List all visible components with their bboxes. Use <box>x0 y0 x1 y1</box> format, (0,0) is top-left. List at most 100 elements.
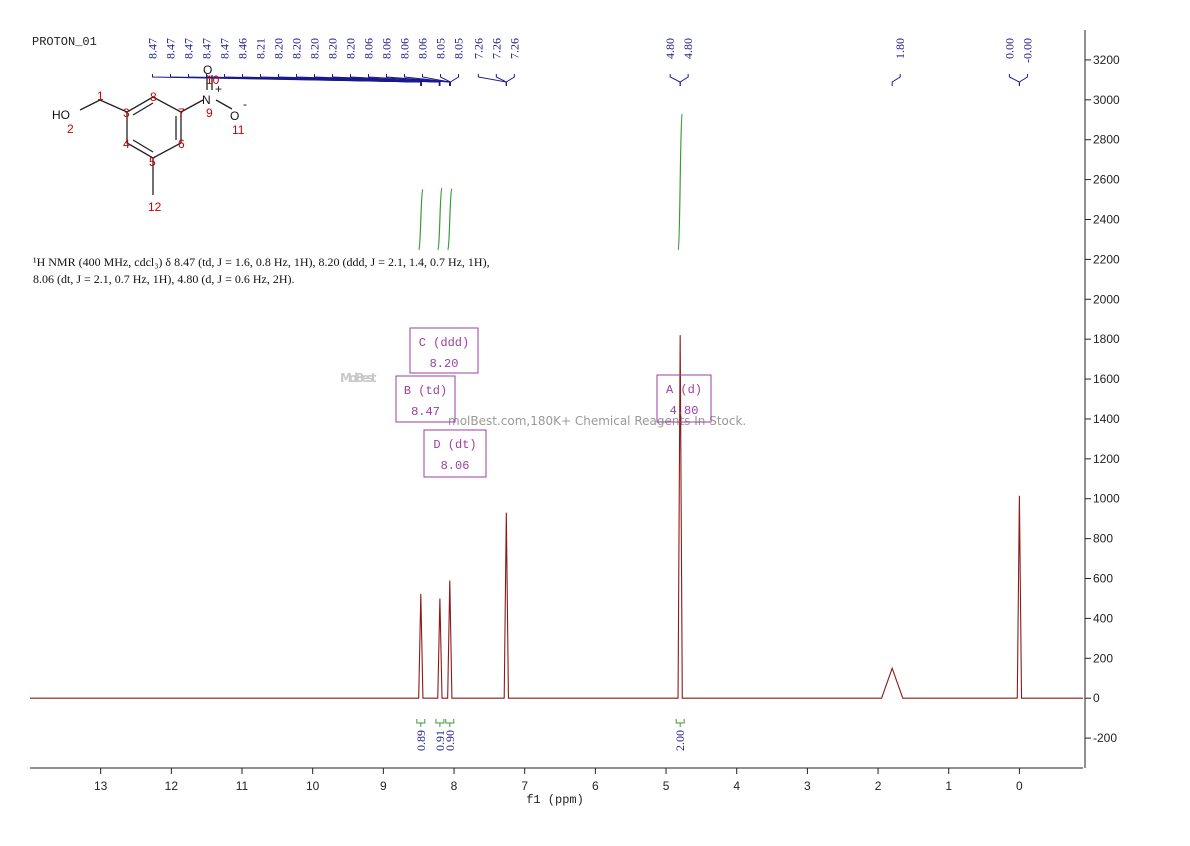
peak-label: 8.05 <box>433 38 447 59</box>
peak-connector <box>1018 74 1028 86</box>
y-tick-label: 2600 <box>1093 173 1120 187</box>
peak-labels: 8.47 8.47 8.47 8.47 8.47 8.46 8.21 8.20 8.20 8.20… <box>145 38 1034 86</box>
peak-label: 1.80 <box>893 38 907 59</box>
description-line: 8.06 (dt, J = 2.1, 0.7 Hz, 1H), 4.80 (d,… <box>33 272 295 286</box>
molecule-bonds <box>79 75 233 195</box>
peak-label: 8.47 <box>217 38 231 59</box>
multiplet-shift: 8.20 <box>430 357 459 371</box>
integral-curve <box>677 113 683 251</box>
y-tick-label: 600 <box>1093 572 1113 586</box>
bond <box>132 139 154 153</box>
peak-label: 7.26 <box>471 38 485 59</box>
peak-label: 8.06 <box>361 38 375 59</box>
y-tick-label: 400 <box>1093 611 1113 625</box>
peak-label: 8.21 <box>253 38 267 59</box>
description-line: ¹H NMR (400 MHz, cdcl₃) δ 8.47 (td, J = … <box>33 255 490 269</box>
y-tick-label: 200 <box>1093 651 1113 665</box>
x-tick-label: 7 <box>521 779 528 793</box>
peak-connector <box>449 74 459 86</box>
multiplet-shift: 4.80 <box>670 404 699 418</box>
peak-connector <box>891 74 901 86</box>
peak-label: 8.06 <box>415 38 429 59</box>
integral-curve <box>437 187 443 251</box>
peak-connector <box>505 74 515 86</box>
peak-label: 8.20 <box>271 38 285 59</box>
x-tick-label: 4 <box>733 779 740 793</box>
y-tick-label: 1000 <box>1093 492 1120 506</box>
multiplet-shift: 8.06 <box>441 459 470 473</box>
x-tick-label: 2 <box>875 779 882 793</box>
bond <box>132 102 154 116</box>
multiplet-box <box>395 375 456 423</box>
atom-label: 1 <box>97 89 104 103</box>
x-axis-label: f1 (ppm) <box>526 793 584 807</box>
integral-label: 0.90 <box>443 730 457 751</box>
multiplet-name: B (td) <box>404 384 447 398</box>
y-tick-label: 0 <box>1093 691 1100 705</box>
integral-label: 0.91 <box>433 730 447 751</box>
x-tick-label: 1 <box>945 779 952 793</box>
atom-label: 7 <box>178 106 185 120</box>
integral-bracket <box>435 719 445 727</box>
peak-label: -0.00 <box>1020 38 1034 63</box>
atom-label: 8 <box>150 90 157 104</box>
chart-title: PROTON_01 <box>32 35 97 49</box>
peak-label: 8.20 <box>343 38 357 59</box>
atom-label: O <box>203 63 212 77</box>
y-tick-label: 2800 <box>1093 133 1120 147</box>
ring <box>126 96 182 159</box>
x-tick-label: 8 <box>451 779 458 793</box>
y-tick-label: 2200 <box>1093 252 1120 266</box>
x-tick-label: 13 <box>94 779 108 793</box>
atom-label: 9 <box>206 106 213 120</box>
peak-label: 8.47 <box>145 38 159 59</box>
x-tick-label: 6 <box>592 779 599 793</box>
multiplet-name: D (dt) <box>433 438 476 452</box>
multiplet-box <box>656 374 712 423</box>
y-tick-label: 1600 <box>1093 372 1120 386</box>
y-tick-label: 2000 <box>1093 292 1120 306</box>
peak-label: 8.06 <box>397 38 411 59</box>
y-tick-label: 1800 <box>1093 332 1120 346</box>
y-tick-label: 3200 <box>1093 53 1120 67</box>
integral-bracket <box>675 719 685 727</box>
x-tick-label: 11 <box>236 779 249 793</box>
x-tick-label: 5 <box>663 779 670 793</box>
peak-label: 7.26 <box>489 38 503 59</box>
atom-label: N <box>202 93 211 107</box>
atom-label: 10 <box>206 73 220 87</box>
integral-bracket <box>445 719 455 727</box>
atom-label: 2 <box>67 122 74 136</box>
multiplet-box <box>423 429 487 478</box>
y-tick-label: 800 <box>1093 532 1113 546</box>
peak-label: 8.05 <box>451 38 465 59</box>
spectrum-line <box>30 335 1083 699</box>
x-tick-label: 0 <box>1016 779 1023 793</box>
x-tick-label: 9 <box>380 779 387 793</box>
integral-label: 2.00 <box>673 730 687 751</box>
peak-label: 8.20 <box>289 38 303 59</box>
atom-label: 6 <box>178 137 185 151</box>
peak-label: 0.00 <box>1002 38 1016 59</box>
peak-label: 4.80 <box>663 38 677 59</box>
peak-label: 8.47 <box>163 38 177 59</box>
atom-label: 11 <box>232 123 245 137</box>
atom-label: 12 <box>148 200 162 214</box>
y-tick-label: 1400 <box>1093 412 1120 426</box>
atom-label: 3 <box>123 106 130 120</box>
integral-label: 0.89 <box>414 730 428 751</box>
atom-label: O <box>230 109 239 123</box>
watermark-tagline: molBest.com,180K+ Chemical Reagents In S… <box>448 414 746 428</box>
x-tick-label: 3 <box>804 779 811 793</box>
multiplet-shift: 8.47 <box>411 405 440 419</box>
peak-connector <box>349 74 441 86</box>
peak-label: 4.80 <box>681 38 695 59</box>
atom-label: + <box>215 82 222 96</box>
bond <box>180 99 204 113</box>
peak-label: 8.20 <box>325 38 339 59</box>
atom-label: - <box>243 97 247 111</box>
y-tick-label: -200 <box>1093 731 1117 745</box>
y-tick-label: 1200 <box>1093 452 1120 466</box>
peak-connector <box>439 74 451 86</box>
atom-label: 4 <box>123 137 130 151</box>
